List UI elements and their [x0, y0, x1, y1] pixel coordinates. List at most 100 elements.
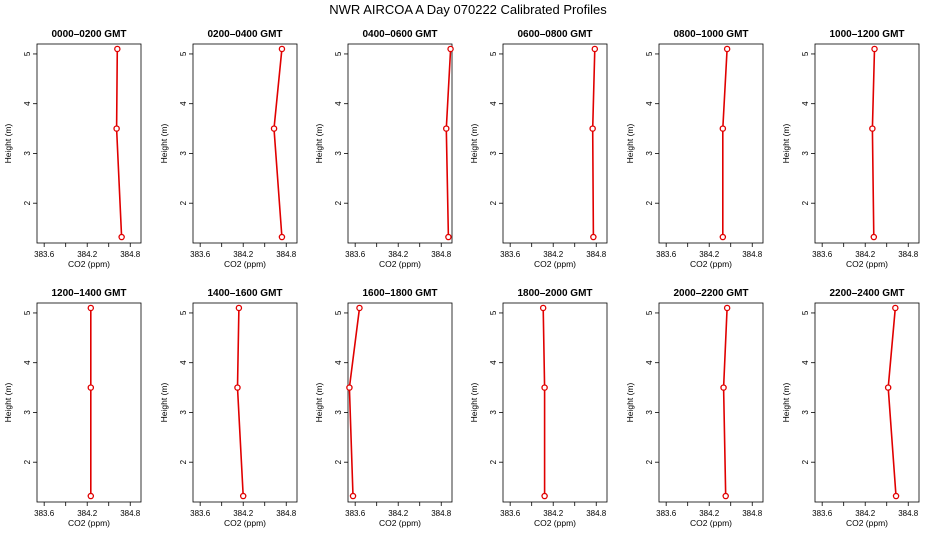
x-axis-label: CO2 (ppm) — [68, 259, 110, 269]
y-tick-label: 5 — [801, 310, 810, 315]
x-axis-label: CO2 (ppm) — [68, 518, 110, 528]
panel-title: 1400–1600 GMT — [207, 288, 282, 299]
y-tick-label: 3 — [489, 151, 498, 156]
x-tick-label: 383.6 — [812, 509, 833, 518]
y-tick-label: 3 — [801, 151, 810, 156]
x-axis-label: CO2 (ppm) — [690, 259, 732, 269]
y-tick-label: 4 — [801, 101, 810, 106]
y-axis-label: Height (m) — [781, 124, 791, 164]
y-tick-label: 3 — [645, 410, 654, 415]
data-point — [539, 304, 547, 312]
y-tick-label: 5 — [334, 51, 343, 56]
data-point — [356, 304, 363, 312]
data-point — [869, 125, 876, 132]
profile-line — [273, 48, 283, 238]
data-point — [114, 45, 121, 53]
y-tick-label: 2 — [489, 200, 498, 205]
data-point — [87, 384, 95, 391]
x-axis-label: CO2 (ppm) — [534, 518, 576, 528]
x-tick-label: 384.8 — [120, 509, 141, 518]
y-tick-label: 3 — [801, 410, 810, 415]
y-axis-label: Height (m) — [3, 383, 13, 423]
plot-frame — [347, 43, 453, 244]
profile-line — [721, 48, 728, 237]
profile-line — [348, 307, 361, 497]
data-point — [235, 304, 243, 312]
x-axis-label: CO2 (ppm) — [846, 518, 888, 528]
x-tick-label: 383.6 — [34, 250, 55, 259]
panel-7: 1200–1400 GMT 383.6 384.2 384.8 2 3 4 5 CO2 (ppm… — [3, 288, 142, 528]
x-tick-label: 384.2 — [699, 509, 720, 518]
y-tick-label: 3 — [23, 410, 32, 415]
y-tick-label: 5 — [23, 51, 32, 56]
panel-title: 0800–1000 GMT — [673, 29, 748, 40]
y-tick-label: 5 — [179, 310, 188, 315]
data-point — [541, 492, 548, 500]
y-tick-label: 3 — [645, 151, 654, 156]
panel-2: 0200–0400 GMT 383.6 384.2 384.8 2 3 4 5 CO2 (ppm… — [159, 29, 298, 269]
plot-frame — [36, 43, 142, 244]
plot-frame — [658, 302, 764, 503]
plot-frame — [658, 43, 764, 244]
data-point — [239, 492, 247, 500]
data-point — [118, 233, 125, 241]
y-tick-label: 5 — [645, 310, 654, 315]
panel-3: 0400–0600 GMT 383.6 384.2 384.8 2 3 4 5 CO2 (ppm… — [314, 29, 454, 269]
data-point — [870, 233, 878, 241]
y-tick-label: 3 — [179, 410, 188, 415]
y-tick-label: 2 — [801, 200, 810, 205]
x-tick-label: 384.8 — [586, 250, 607, 259]
y-axis-label: Height (m) — [469, 383, 479, 423]
x-axis-label: CO2 (ppm) — [846, 259, 888, 269]
y-tick-label: 2 — [334, 459, 343, 464]
data-point — [443, 125, 450, 132]
y-tick-label: 4 — [801, 360, 810, 365]
x-tick-label: 384.8 — [742, 509, 763, 518]
x-tick-label: 383.6 — [190, 509, 211, 518]
y-axis-label: Height (m) — [314, 383, 324, 423]
y-axis-label: Height (m) — [625, 383, 635, 423]
x-axis-label: CO2 (ppm) — [690, 518, 732, 528]
panel-title: 1200–1400 GMT — [51, 288, 126, 299]
data-point — [346, 384, 353, 391]
data-point — [892, 304, 899, 312]
data-point — [278, 233, 286, 241]
panel-9: 1600–1800 GMT 383.6 384.2 384.8 2 3 4 5 CO2 (ppm… — [314, 288, 453, 528]
y-tick-label: 4 — [334, 360, 343, 365]
panel-title: 0400–0600 GMT — [362, 29, 437, 40]
data-point — [892, 492, 900, 500]
panel-title: 2000–2200 GMT — [673, 288, 748, 299]
x-tick-label: 383.6 — [656, 509, 677, 518]
data-point — [87, 304, 95, 312]
y-tick-label: 5 — [179, 51, 188, 56]
y-axis-label: Height (m) — [3, 124, 13, 164]
y-tick-label: 2 — [645, 200, 654, 205]
data-point — [720, 384, 727, 391]
y-axis-label: Height (m) — [159, 124, 169, 164]
panel-title: 0200–0400 GMT — [207, 29, 282, 40]
profile-line — [591, 48, 596, 238]
y-axis-label: Height (m) — [625, 124, 635, 164]
profile-line — [115, 48, 123, 238]
panel-6: 1000–1200 GMT 383.6 384.2 384.8 2 3 4 5 CO2 (ppm… — [781, 29, 920, 269]
y-tick-label: 4 — [645, 360, 654, 365]
x-axis-label: CO2 (ppm) — [224, 259, 266, 269]
profile-line — [887, 307, 897, 497]
x-axis-label: CO2 (ppm) — [379, 518, 421, 528]
panel-title: 1800–2000 GMT — [517, 288, 592, 299]
x-tick-label: 384.8 — [276, 509, 297, 518]
x-axis-label: CO2 (ppm) — [379, 259, 421, 269]
y-tick-label: 4 — [179, 360, 188, 365]
data-point — [541, 384, 548, 391]
x-tick-label: 383.6 — [500, 509, 521, 518]
x-tick-label: 384.2 — [233, 509, 254, 518]
x-tick-label: 384.2 — [388, 250, 409, 259]
profile-line — [542, 307, 546, 496]
y-tick-label: 4 — [23, 101, 32, 106]
data-point — [871, 45, 878, 53]
y-axis-label: Height (m) — [469, 124, 479, 164]
y-tick-label: 4 — [179, 101, 188, 106]
x-tick-label: 384.8 — [742, 250, 763, 259]
y-tick-label: 2 — [489, 459, 498, 464]
